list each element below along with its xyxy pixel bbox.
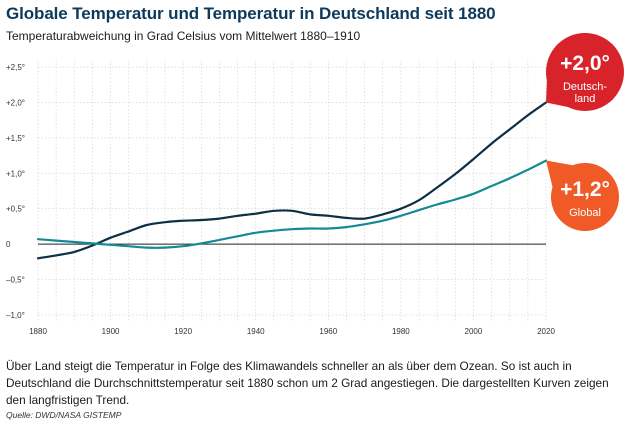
bubble-pointer-global [546, 160, 573, 187]
bubble-value-global: +1,2° [560, 178, 610, 201]
y-tick-label: +0,5° [6, 205, 25, 214]
bubble-label-germany: land [575, 93, 596, 105]
y-tick-label: +2,5° [6, 63, 25, 72]
y-tick-label: +1,5° [6, 134, 25, 143]
bubble-label-global: Global [569, 207, 601, 219]
y-tick-label: –1,0° [6, 311, 25, 320]
x-tick-label: 1900 [102, 327, 120, 336]
x-tick-label: 2000 [465, 327, 483, 336]
temperature-line-chart: +2,5° +2,0° +1,5° +1,0° +0,5° 0 –0,5° –1,0° 1880… [6, 33, 624, 336]
bubble-global [551, 163, 619, 231]
bubble-label-germany: Deutsch- [563, 81, 607, 93]
series-line-global [36, 159, 548, 249]
chart-caption: Über Land steigt die Temperatur in Folge… [6, 359, 609, 407]
bubble-value-germany: +2,0° [560, 52, 610, 75]
y-tick-label: +1,0° [6, 169, 25, 178]
x-tick-label: 1880 [29, 327, 47, 336]
x-tick-label: 1980 [392, 327, 410, 336]
x-tick-label: 2020 [537, 327, 555, 336]
x-tick-label: 1940 [247, 327, 265, 336]
chart-title: Globale Temperatur und Temperatur in Deu… [6, 4, 496, 23]
y-tick-label: +2,0° [6, 98, 25, 107]
x-tick-label: 1920 [174, 327, 192, 336]
bubble-germany [546, 33, 624, 111]
y-tick-label: 0 [6, 240, 11, 249]
series-line-germany [36, 101, 548, 260]
y-tick-label: –0,5° [6, 276, 25, 285]
x-tick-label: 1960 [319, 327, 337, 336]
chart-subtitle: Temperaturabweichung in Grad Celsius vom… [6, 29, 361, 43]
source-note: Quelle: DWD/NASA GISTEMP [6, 410, 122, 420]
